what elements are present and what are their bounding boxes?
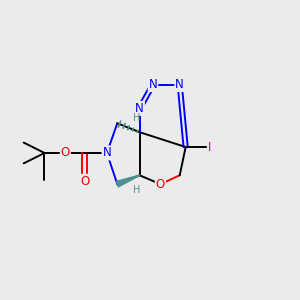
Polygon shape [116, 175, 140, 187]
Text: N: N [148, 78, 157, 91]
Text: N: N [103, 146, 111, 160]
Text: N: N [175, 78, 184, 91]
Text: H: H [133, 113, 140, 123]
Text: O: O [156, 178, 165, 191]
Text: I: I [208, 140, 211, 154]
Text: O: O [61, 146, 70, 160]
Text: O: O [80, 175, 89, 188]
Text: N: N [135, 102, 144, 115]
Text: H: H [133, 184, 140, 194]
